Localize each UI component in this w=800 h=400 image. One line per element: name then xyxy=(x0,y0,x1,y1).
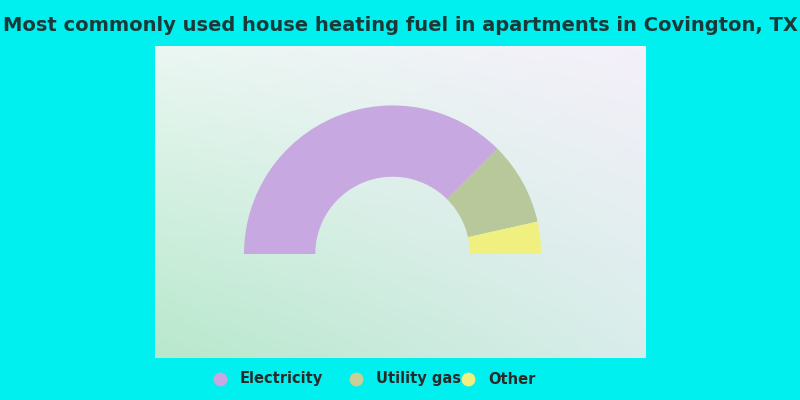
Wedge shape xyxy=(244,106,498,254)
Wedge shape xyxy=(468,222,541,254)
Text: Other: Other xyxy=(488,372,535,386)
Text: Electricity: Electricity xyxy=(240,372,323,386)
Text: Utility gas: Utility gas xyxy=(376,372,461,386)
Wedge shape xyxy=(447,149,538,237)
Text: Most commonly used house heating fuel in apartments in Covington, TX: Most commonly used house heating fuel in… xyxy=(2,16,798,35)
